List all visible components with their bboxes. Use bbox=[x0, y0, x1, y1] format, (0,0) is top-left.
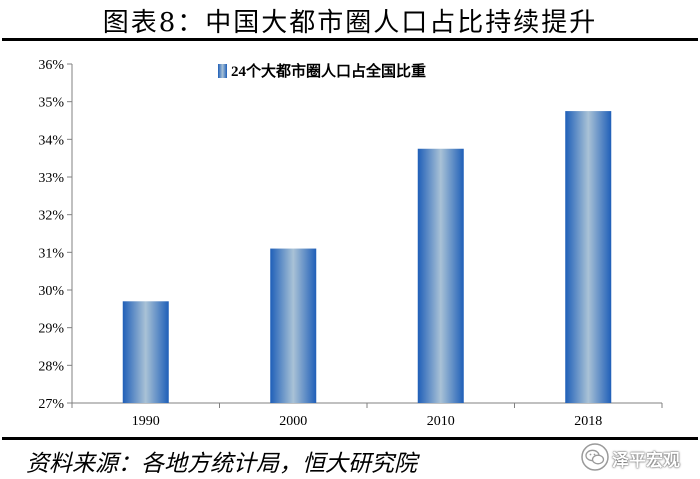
y-tick-label: 29% bbox=[38, 322, 64, 337]
watermark: 泽平宏观 bbox=[580, 440, 698, 474]
y-tick-label: 27% bbox=[38, 397, 64, 412]
bar-1990 bbox=[122, 301, 169, 403]
bar-chart: 24个大都市圈人口占全国比重 27% 28% 29% 30% 31% 32% 33% 34% 3… bbox=[38, 58, 663, 429]
bottom-rule bbox=[2, 437, 698, 440]
y-tick-label: 31% bbox=[38, 246, 64, 261]
x-tick-label: 2000 bbox=[279, 414, 307, 429]
x-axis: 1990 2000 2010 2018 bbox=[71, 402, 663, 429]
y-tick-label: 34% bbox=[38, 133, 64, 148]
y-tick-label: 30% bbox=[38, 284, 64, 299]
watermark-text: 泽平宏观 bbox=[612, 451, 680, 471]
top-rule bbox=[2, 38, 698, 41]
y-tick-label: 32% bbox=[38, 209, 64, 224]
y-tick-label: 35% bbox=[38, 96, 64, 111]
x-tick-label: 2010 bbox=[427, 414, 455, 429]
bars bbox=[122, 111, 612, 403]
y-axis: 27% 28% 29% 30% 31% 32% 33% 34% 35% 36% bbox=[38, 58, 73, 412]
y-tick-label: 28% bbox=[38, 359, 64, 374]
legend-swatch bbox=[218, 64, 227, 78]
source-note: 资料来源：各地方统计局，恒大研究院 bbox=[26, 451, 417, 477]
wechat-logo-icon bbox=[581, 443, 609, 471]
bar-2010 bbox=[417, 148, 464, 403]
bar-2000 bbox=[270, 248, 317, 403]
legend-label: 24个大都市圈人口占全国比重 bbox=[231, 62, 426, 80]
y-tick-label: 36% bbox=[38, 58, 64, 73]
figure-title: 图表8：中国大都市圈人口占比持续提升 bbox=[102, 8, 598, 38]
bar-2018 bbox=[565, 111, 612, 403]
x-tick-label: 2018 bbox=[574, 414, 602, 429]
y-tick-label: 33% bbox=[38, 171, 64, 186]
x-tick-label: 1990 bbox=[132, 414, 160, 429]
legend: 24个大都市圈人口占全国比重 bbox=[218, 62, 426, 80]
